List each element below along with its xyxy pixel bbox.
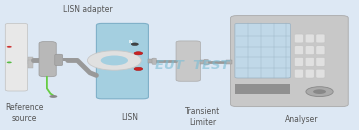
FancyBboxPatch shape — [55, 54, 63, 66]
FancyBboxPatch shape — [305, 34, 314, 43]
FancyBboxPatch shape — [294, 34, 303, 43]
Bar — [235, 84, 290, 94]
FancyBboxPatch shape — [305, 69, 314, 78]
Circle shape — [88, 51, 141, 70]
Bar — [63, 58, 68, 61]
FancyBboxPatch shape — [294, 46, 303, 55]
Circle shape — [313, 89, 326, 94]
FancyBboxPatch shape — [316, 46, 325, 55]
FancyBboxPatch shape — [39, 42, 56, 77]
FancyBboxPatch shape — [176, 41, 200, 81]
Text: LISN: LISN — [121, 112, 138, 122]
FancyBboxPatch shape — [305, 46, 314, 55]
FancyBboxPatch shape — [294, 69, 303, 78]
FancyBboxPatch shape — [152, 58, 156, 64]
Circle shape — [134, 67, 143, 70]
FancyBboxPatch shape — [316, 69, 325, 78]
Bar — [226, 60, 232, 64]
FancyBboxPatch shape — [294, 57, 303, 66]
Text: Transient
Limiter: Transient Limiter — [185, 107, 220, 127]
Bar — [28, 60, 33, 68]
Circle shape — [7, 46, 12, 48]
Circle shape — [50, 95, 57, 98]
Text: Analyser: Analyser — [285, 115, 318, 124]
Text: LISN adapter: LISN adapter — [63, 5, 113, 14]
FancyBboxPatch shape — [316, 34, 325, 43]
Bar — [148, 59, 154, 63]
Circle shape — [131, 43, 138, 45]
FancyBboxPatch shape — [230, 16, 348, 107]
FancyBboxPatch shape — [316, 57, 325, 66]
FancyBboxPatch shape — [235, 23, 290, 78]
Text: EUT  TEST: EUT TEST — [155, 58, 229, 72]
Text: N: N — [129, 40, 132, 44]
Circle shape — [134, 52, 143, 55]
FancyBboxPatch shape — [97, 23, 148, 99]
Circle shape — [7, 61, 12, 63]
FancyBboxPatch shape — [305, 57, 314, 66]
Bar — [200, 60, 206, 64]
Circle shape — [101, 56, 128, 65]
FancyBboxPatch shape — [204, 59, 208, 65]
Text: Reference
source: Reference source — [5, 103, 44, 123]
FancyBboxPatch shape — [5, 23, 28, 91]
Circle shape — [306, 87, 333, 97]
Bar — [28, 57, 33, 64]
